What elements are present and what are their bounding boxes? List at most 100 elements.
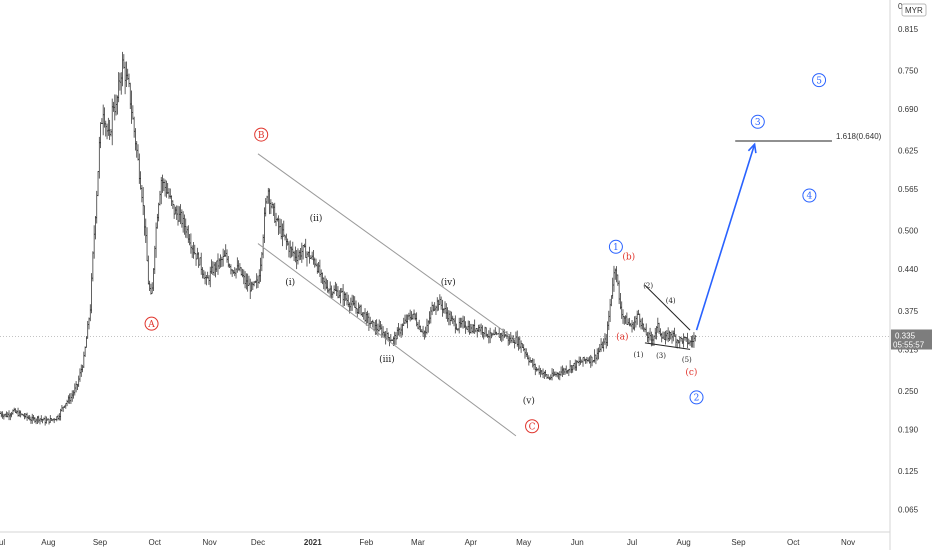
wave-labels: A B C 1 2 3 4 5 (i) (ii) (iii) (iv) (v) (a) (b) (c) (1) (…: [144, 73, 827, 434]
wave-label-text: (v): [523, 396, 535, 407]
ohlc-bar: [83, 346, 87, 357]
ohlc-bar: [56, 414, 60, 421]
ohlc-bar: [114, 94, 118, 116]
ohlc-bar: [176, 205, 180, 226]
ohlc-bar: [60, 404, 64, 412]
ohlc-bar: [123, 61, 127, 95]
ohlc-bar: [9, 412, 12, 421]
ohlc-bar: [553, 371, 556, 376]
ohlc-bar: [628, 317, 631, 327]
price-tick-label: 0: [898, 2, 903, 11]
ohlc-bar: [263, 207, 266, 243]
ohlc-bar: [206, 271, 209, 279]
ohlc-bar: [118, 72, 122, 91]
drawing-overlays[interactable]: 1.618(0.640): [257, 132, 882, 437]
ohlc-bar: [117, 72, 120, 103]
ohlc-bar: [40, 415, 43, 422]
ohlc-bar: [687, 338, 690, 345]
ohlc-bar: [648, 327, 652, 341]
ohlc-bar: [441, 299, 444, 317]
ohlc-bar: [174, 206, 177, 215]
ohlc-bar: [232, 270, 235, 274]
ohlc-bar: [396, 327, 399, 340]
ohlc-bar: [47, 418, 51, 425]
ohlc-bar: [260, 252, 264, 272]
ohlc-bar: [264, 198, 267, 217]
ohlc-bar: [405, 314, 408, 324]
ohlc-bar: [619, 292, 622, 310]
ohlc-bar: [144, 218, 147, 243]
ohlc-bar: [140, 184, 144, 203]
ohlc-bar: [490, 332, 493, 339]
ohlc-bar: [81, 364, 84, 373]
ohlc-bar: [241, 268, 244, 278]
ohlc-bar: [474, 328, 478, 333]
ohlc-bar: [290, 246, 293, 258]
wave-label-circle: [802, 188, 817, 203]
ohlc-bar: [120, 72, 123, 95]
ohlc-bar: [234, 268, 238, 279]
ohlc-bar: [554, 371, 558, 377]
ohlc-bar: [245, 273, 248, 290]
ohlc-bar: [445, 303, 448, 319]
wave-label-iv: (iv): [441, 277, 456, 288]
ohlc-bar: [233, 267, 236, 277]
ohlc-bar: [86, 320, 89, 339]
ohlc-bar: [523, 347, 527, 359]
ohlc-bar: [552, 368, 555, 377]
ohlc-bar: [527, 355, 531, 366]
wave-label-text: (1): [634, 351, 644, 359]
wave-label-ii: (ii): [310, 213, 323, 224]
ohlc-bar: [359, 304, 363, 316]
ohlc-bar: [107, 117, 110, 136]
ohlc-bar: [313, 257, 316, 268]
time-axis[interactable]: Jul Aug Sep Oct Nov Dec 2021 Feb Mar Apr May Jun Jul…: [0, 531, 890, 547]
ohlc-bar: [663, 331, 666, 340]
ohlc-bar: [402, 317, 405, 327]
time-tick-label: Sep: [93, 538, 108, 547]
ohlc-bar: [160, 176, 163, 205]
wave-label-b: B: [254, 127, 269, 142]
ohlc-bar: [656, 317, 660, 333]
wave-label-text: (c): [685, 367, 697, 378]
ohlc-bar: [450, 311, 453, 322]
ohlc-bar: [454, 315, 457, 334]
wave-label-a: A: [144, 316, 159, 331]
wave-label-text: (b): [622, 251, 635, 262]
time-tick-label: Aug: [41, 538, 55, 547]
ohlc-bar: [10, 411, 13, 418]
ohlc-bar: [141, 187, 145, 216]
ohlc-bar: [69, 393, 73, 404]
ohlc-bar: [255, 273, 258, 289]
wave-label-c: C: [525, 419, 540, 434]
ohlc-bar: [429, 306, 433, 324]
ohlc-bar: [183, 214, 186, 235]
ohlc-bar: [562, 367, 565, 375]
ohlc-bar: [167, 188, 171, 199]
ohlc-bar: [287, 241, 291, 258]
ohlc-bar: [615, 266, 618, 283]
ohlc-bar: [281, 223, 284, 247]
ohlc-bar: [136, 144, 140, 161]
ohlc-bar: [556, 372, 559, 378]
wave-label-1: 1: [608, 239, 623, 254]
ohlc-bar: [11, 409, 15, 415]
ohlc-bar: [194, 253, 198, 266]
ohlc-bar: [537, 365, 541, 375]
ohlc-bar: [570, 365, 573, 374]
ohlc-bar: [166, 182, 169, 195]
ohlc-bar: [625, 312, 629, 325]
price-axis[interactable]: 0.815 0.750 0.690 0.625 0.565 0.500 0.440 0.375…: [889, 0, 932, 550]
ohlc-bar: [568, 360, 572, 373]
ohlc-bar: [49, 415, 52, 423]
time-tick-label: Jul: [0, 538, 5, 547]
time-tick-label: Oct: [149, 538, 162, 547]
ohlc-bar: [134, 128, 137, 151]
ohlc-bar: [443, 301, 447, 314]
ohlc-bar: [309, 255, 313, 259]
ohlc-bar: [531, 358, 534, 368]
ohlc-bar: [635, 310, 639, 325]
ohlc-bar: [340, 287, 344, 293]
ohlc-bar: [162, 178, 166, 192]
